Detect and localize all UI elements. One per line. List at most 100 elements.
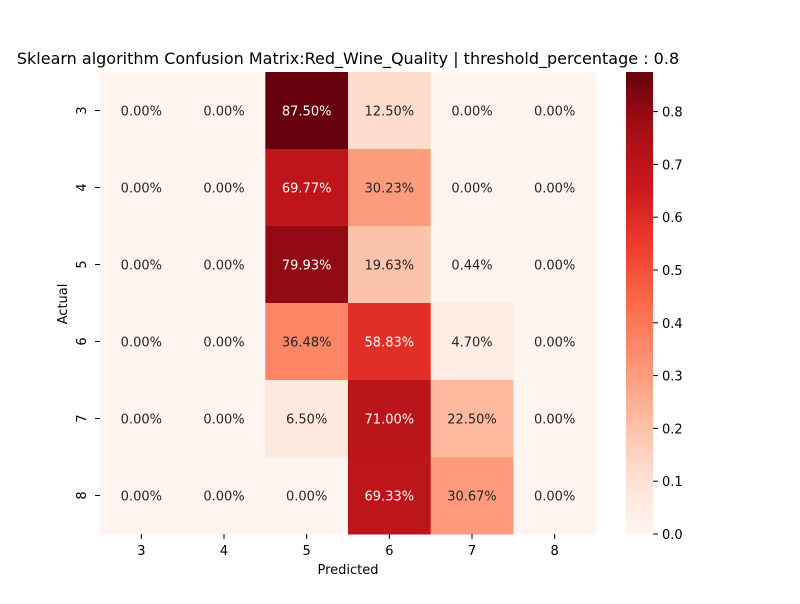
heatmap-cell (513, 380, 597, 458)
heatmap-cell (430, 72, 514, 150)
cell-value-label: 36.48% (282, 336, 332, 351)
x-tick-label: 4 (220, 544, 228, 559)
heatmap-cell (348, 457, 432, 535)
heatmap-cell (100, 303, 184, 381)
cell-value-label: 30.23% (365, 182, 415, 197)
y-tick-label: 8 (75, 491, 90, 499)
colorbar-tick-label: 0.1 (662, 475, 683, 490)
cell-value-label: 6.50% (286, 413, 327, 428)
heatmap-cell (430, 303, 514, 381)
cell-value-label: 22.50% (447, 413, 497, 428)
y-tick-label: 4 (75, 183, 90, 191)
cell-value-label: 4.70% (451, 336, 492, 351)
heatmap-cell (513, 457, 597, 535)
colorbar-tick-label: 0.6 (662, 211, 683, 226)
colorbar-tick-label: 0.4 (662, 317, 683, 332)
cell-value-label: 0.00% (534, 336, 575, 351)
cell-value-label: 0.00% (286, 490, 327, 505)
colorbar-tick-label: 0.2 (662, 422, 683, 437)
cell-value-label: 0.00% (203, 490, 244, 505)
heatmap-cell (182, 72, 266, 150)
heatmap-cell (265, 303, 349, 381)
x-tick-label: 6 (385, 544, 393, 559)
cell-value-label: 79.93% (282, 259, 332, 274)
heatmap-cell (265, 226, 349, 304)
heatmap-cell-labels: 0.00% 0.00% 87.50% 12.50% 0.00% 0.00% 0.00% 0.0… (121, 105, 576, 505)
heatmap-cell (182, 303, 266, 381)
cell-value-label: 0.00% (121, 413, 162, 428)
heatmap-cell (348, 380, 432, 458)
y-axis-ticks: 3 4 5 6 7 8 (75, 106, 100, 500)
cell-value-label: 0.00% (534, 105, 575, 120)
cell-value-label: 0.00% (203, 259, 244, 274)
heatmap-cell (182, 149, 266, 227)
heatmap-cell (430, 457, 514, 535)
cell-value-label: 0.00% (203, 105, 244, 120)
heatmap-cell (100, 226, 184, 304)
heatmap-cell (100, 72, 184, 150)
cell-value-label: 0.00% (121, 259, 162, 274)
colorbar-tick-label: 0.5 (662, 264, 683, 279)
cell-value-label: 0.00% (534, 413, 575, 428)
cell-value-label: 71.00% (365, 413, 415, 428)
cell-value-label: 0.44% (451, 259, 492, 274)
heatmap-cell (430, 149, 514, 227)
heatmap-cell (100, 457, 184, 535)
colorbar: 0.0 0.1 0.2 0.3 0.4 0.5 0.6 0.7 0.8 (626, 72, 683, 543)
cell-value-label: 19.63% (365, 259, 415, 274)
heatmap-cell (348, 226, 432, 304)
colorbar-ticks: 0.0 0.1 0.2 0.3 0.4 0.5 0.6 0.7 0.8 (653, 106, 683, 543)
heatmap-cell (182, 380, 266, 458)
heatmap-cell (430, 226, 514, 304)
x-tick-label: 7 (468, 544, 476, 559)
colorbar-gradient (626, 72, 653, 534)
cell-value-label: 0.00% (203, 413, 244, 428)
x-axis-ticks: 3 4 5 6 7 8 (137, 534, 559, 559)
cell-value-label: 87.50% (282, 105, 332, 120)
y-tick-label: 6 (75, 337, 90, 345)
heatmap-cell (348, 149, 432, 227)
cell-value-label: 69.33% (365, 490, 415, 505)
cell-value-label: 0.00% (121, 336, 162, 351)
cell-value-label: 69.77% (282, 182, 332, 197)
cell-value-label: 0.00% (451, 182, 492, 197)
colorbar-tick-label: 0.0 (662, 528, 683, 543)
heatmap-cell (265, 149, 349, 227)
x-tick-label: 8 (551, 544, 559, 559)
cell-value-label: 58.83% (365, 336, 415, 351)
cell-value-label: 0.00% (121, 105, 162, 120)
cell-value-label: 0.00% (121, 490, 162, 505)
heatmap-cell (100, 380, 184, 458)
cell-value-label: 0.00% (534, 182, 575, 197)
colorbar-tick-label: 0.8 (662, 106, 683, 121)
cell-value-label: 0.00% (203, 336, 244, 351)
y-tick-label: 5 (75, 260, 90, 268)
heatmap-cell (265, 72, 349, 150)
cell-value-label: 0.00% (121, 182, 162, 197)
heatmap-cell (265, 380, 349, 458)
heatmap-cell (513, 72, 597, 150)
heatmap-cell (513, 149, 597, 227)
colorbar-tick-label: 0.3 (662, 370, 683, 385)
colorbar-tick-label: 0.7 (662, 158, 683, 173)
heatmap-cell (182, 226, 266, 304)
y-axis-label: Actual (56, 284, 71, 325)
x-tick-label: 3 (137, 544, 145, 559)
heatmap-cells (100, 72, 597, 535)
heatmap-cell (430, 380, 514, 458)
cell-value-label: 0.00% (534, 490, 575, 505)
cell-value-label: 0.00% (451, 105, 492, 120)
heatmap-cell (182, 457, 266, 535)
heatmap-cell (265, 457, 349, 535)
chart-title: Sklearn algorithm Confusion Matrix:Red_W… (17, 49, 679, 69)
x-axis-label: Predicted (317, 563, 378, 578)
cell-value-label: 30.67% (447, 490, 497, 505)
heatmap-cell (100, 149, 184, 227)
cell-value-label: 12.50% (365, 105, 415, 120)
heatmap-cell (348, 303, 432, 381)
heatmap-cell (513, 226, 597, 304)
heatmap-cell (513, 303, 597, 381)
cell-value-label: 0.00% (534, 259, 575, 274)
y-tick-label: 3 (75, 106, 90, 114)
